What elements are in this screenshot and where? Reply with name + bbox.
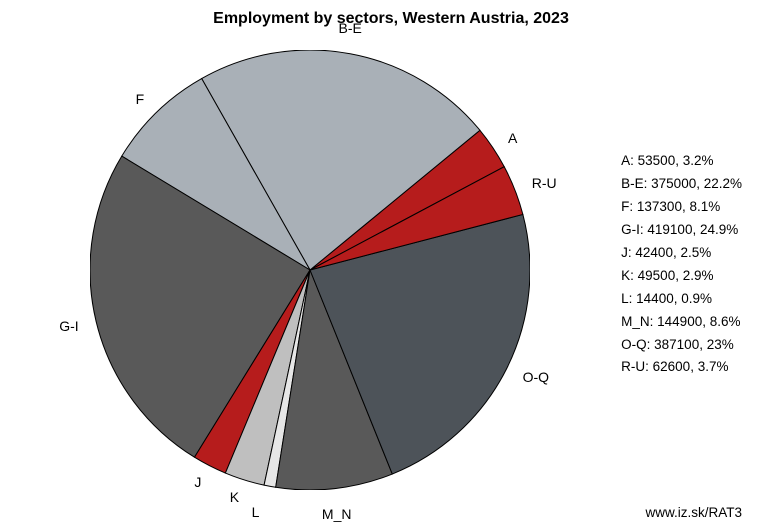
slice-label-GI: G-I xyxy=(39,318,79,334)
legend: A: 53500, 3.2%B-E: 375000, 22.2%F: 13730… xyxy=(621,150,742,379)
slice-label-K: K xyxy=(199,489,239,505)
slice-label-RU: R-U xyxy=(532,175,557,191)
legend-item: R-U: 62600, 3.7% xyxy=(621,356,742,379)
slice-label-BE: B-E xyxy=(339,20,362,36)
pie-chart-container: Employment by sectors, Western Austria, … xyxy=(0,0,782,532)
legend-item: K: 49500, 2.9% xyxy=(621,265,742,288)
legend-item: F: 137300, 8.1% xyxy=(621,196,742,219)
legend-item: G-I: 419100, 24.9% xyxy=(621,219,742,242)
legend-item: O-Q: 387100, 23% xyxy=(621,334,742,357)
chart-title: Employment by sectors, Western Austria, … xyxy=(213,10,569,28)
slice-label-MN: M_N xyxy=(322,506,352,522)
slice-label-J: J xyxy=(161,474,201,490)
slice-label-F: F xyxy=(104,91,144,107)
legend-item: A: 53500, 3.2% xyxy=(621,150,742,173)
slice-label-OQ: O-Q xyxy=(523,369,549,385)
legend-item: B-E: 375000, 22.2% xyxy=(621,173,742,196)
legend-item: M_N: 144900, 8.6% xyxy=(621,311,742,334)
pie-chart-svg xyxy=(90,50,530,490)
legend-item: J: 42400, 2.5% xyxy=(621,242,742,265)
legend-item: L: 14400, 0.9% xyxy=(621,288,742,311)
slice-label-A: A xyxy=(508,130,517,146)
slice-label-L: L xyxy=(252,504,260,520)
source-text: www.iz.sk/RAT3 xyxy=(645,505,742,520)
